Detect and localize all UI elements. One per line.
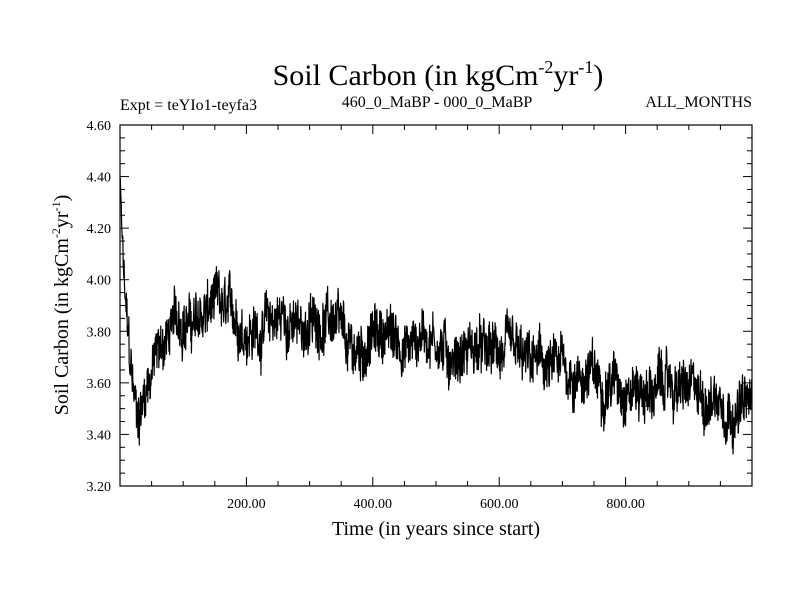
series-line <box>119 178 753 455</box>
y-axis-label-sup2: -1 <box>49 201 63 211</box>
y-axis-label: Soil Carbon (in kgCm-2yr-1) <box>49 195 73 416</box>
data-layer <box>119 178 753 455</box>
y-tick-label: 3.60 <box>87 377 112 392</box>
y-tick-label: 4.40 <box>87 171 112 186</box>
x-axis: 200.00 400.00 600.00 800.00 <box>151 125 721 512</box>
y-tick-label: 3.20 <box>87 480 112 495</box>
chart-title-sup1: -2 <box>538 57 553 77</box>
x-axis-label: Time (in years since start) <box>332 518 540 540</box>
chart-title-mid: yr <box>553 59 578 92</box>
x-tick-label: 200.00 <box>227 497 266 512</box>
x-tick-label: 600.00 <box>480 497 519 512</box>
y-tick-label: 3.40 <box>87 428 112 443</box>
chart-title: Soil Carbon (in kgCm-2yr-1) <box>273 57 604 92</box>
period-label: 460_0_MaBP - 000_0_MaBP <box>342 94 533 111</box>
y-tick-label: 4.00 <box>87 274 112 289</box>
y-axis: 3.20 3.40 3.60 3.80 4.00 4.20 4.40 4.60 <box>87 119 752 495</box>
y-axis-label-main: Soil Carbon (in kgCm <box>51 238 73 416</box>
plot-frame <box>119 124 753 487</box>
season-label: ALL_MONTHS <box>645 94 752 111</box>
x-tick-label: 800.00 <box>606 497 645 512</box>
y-axis-label-sup1: -2 <box>49 228 63 238</box>
y-tick-label: 3.80 <box>87 325 112 340</box>
y-tick-label: 4.20 <box>87 222 112 237</box>
y-axis-label-end: ) <box>51 195 73 202</box>
y-tick-label: 4.60 <box>87 119 112 134</box>
chart-title-sup2: -1 <box>578 57 593 77</box>
chart-title-end: ) <box>593 59 603 92</box>
chart-title-main: Soil Carbon (in kgCm <box>273 59 539 92</box>
y-axis-label-mid: yr <box>51 211 73 228</box>
expt-label: Expt = teYIo1-teyfa3 <box>120 97 257 114</box>
x-tick-label: 400.00 <box>354 497 393 512</box>
